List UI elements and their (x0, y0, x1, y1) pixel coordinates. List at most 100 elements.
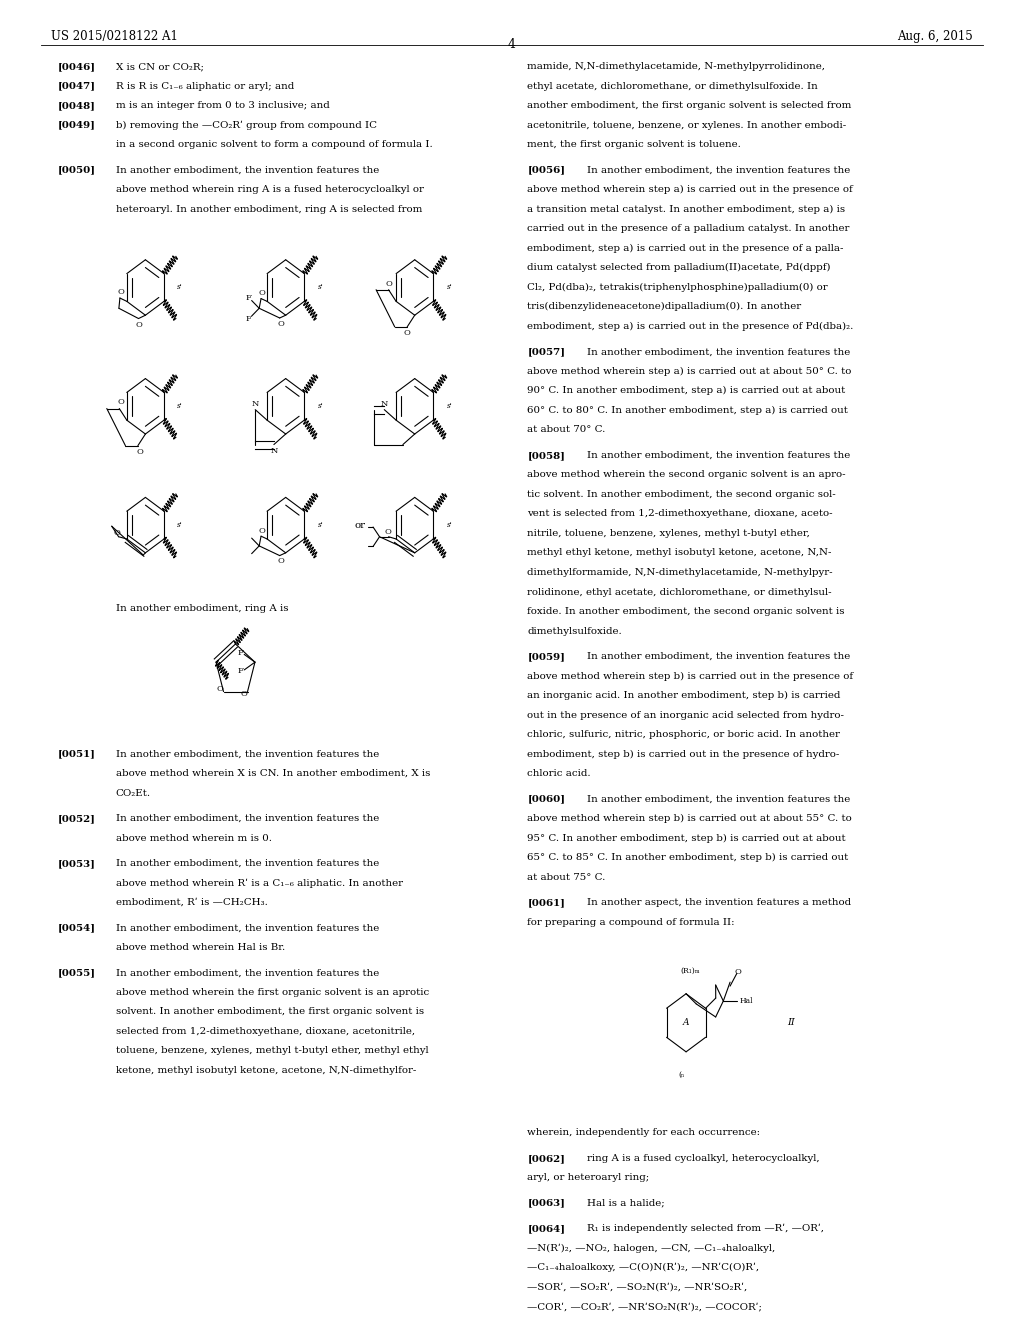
Text: [0058]: [0058] (527, 451, 565, 459)
Text: s': s' (317, 403, 324, 411)
Text: solvent. In another embodiment, the first organic solvent is: solvent. In another embodiment, the firs… (116, 1007, 424, 1016)
Text: s': s' (177, 284, 183, 292)
Text: s': s' (446, 284, 453, 292)
Text: In another embodiment, the invention features the: In another embodiment, the invention fea… (587, 451, 850, 459)
Text: In another embodiment, the invention features the: In another embodiment, the invention fea… (587, 347, 850, 356)
Text: [0059]: [0059] (527, 652, 565, 661)
Text: s': s' (177, 521, 183, 529)
Text: O: O (278, 319, 285, 327)
Text: [0063]: [0063] (527, 1199, 565, 1208)
Text: O: O (259, 527, 265, 535)
Text: embodiment, step a) is carried out in the presence of Pd(dba)₂.: embodiment, step a) is carried out in th… (527, 322, 854, 331)
Text: In another embodiment, the invention features the: In another embodiment, the invention fea… (116, 924, 379, 932)
Text: —N(Rʹ)₂, —NO₂, halogen, —CN, —C₁₋₄haloalkyl,: —N(Rʹ)₂, —NO₂, halogen, —CN, —C₁₋₄haloal… (527, 1243, 775, 1253)
Text: O: O (241, 690, 248, 698)
Text: above method wherein the second organic solvent is an apro-: above method wherein the second organic … (527, 470, 846, 479)
Text: A: A (683, 1018, 689, 1027)
Text: an inorganic acid. In another embodiment, step b) is carried: an inorganic acid. In another embodiment… (527, 692, 841, 700)
Text: ring A is a fused cycloalkyl, heterocycloalkyl,: ring A is a fused cycloalkyl, heterocycl… (587, 1154, 819, 1163)
Text: b) removing the —CO₂Rʹ group from compound IC: b) removing the —CO₂Rʹ group from compou… (116, 120, 377, 129)
Text: In another embodiment, the invention features the: In another embodiment, the invention fea… (587, 652, 850, 661)
Text: embodiment, Rʹ is —CH₂CH₃.: embodiment, Rʹ is —CH₂CH₃. (116, 898, 267, 907)
Text: In another embodiment, the invention features the: In another embodiment, the invention fea… (587, 165, 850, 174)
Text: [0054]: [0054] (57, 924, 95, 932)
Text: dium catalyst selected from palladium(II)acetate, Pd(dppf): dium catalyst selected from palladium(II… (527, 263, 830, 272)
Text: F: F (245, 314, 251, 323)
Text: [0048]: [0048] (57, 102, 95, 110)
Text: vent is selected from 1,2-dimethoxyethane, dioxane, aceto-: vent is selected from 1,2-dimethoxyethan… (527, 510, 833, 519)
Text: in a second organic solvent to form a compound of formula I.: in a second organic solvent to form a co… (116, 140, 432, 149)
Text: embodiment, step b) is carried out in the presence of hydro-: embodiment, step b) is carried out in th… (527, 750, 840, 759)
Text: [0051]: [0051] (57, 750, 95, 759)
Text: s': s' (446, 521, 453, 529)
Text: dimethylformamide, N,N-dimethylacetamide, N-methylpyr-: dimethylformamide, N,N-dimethylacetamide… (527, 568, 833, 577)
Text: O: O (136, 447, 143, 455)
Text: above method wherein ring A is a fused heterocycloalkyl or: above method wherein ring A is a fused h… (116, 185, 424, 194)
Text: another embodiment, the first organic solvent is selected from: another embodiment, the first organic so… (527, 102, 852, 110)
Text: heteroaryl. In another embodiment, ring A is selected from: heteroaryl. In another embodiment, ring … (116, 205, 422, 214)
Text: chloric acid.: chloric acid. (527, 770, 591, 779)
Text: above method wherein step a) is carried out at about 50° C. to: above method wherein step a) is carried … (527, 367, 852, 376)
Text: above method wherein Hal is Br.: above method wherein Hal is Br. (116, 942, 285, 952)
Text: Hal: Hal (739, 997, 753, 1005)
Text: nitrile, toluene, benzene, xylenes, methyl t-butyl ether,: nitrile, toluene, benzene, xylenes, meth… (527, 529, 810, 539)
Text: In another embodiment, the invention features the: In another embodiment, the invention fea… (116, 750, 379, 759)
Text: X is CN or CO₂R;: X is CN or CO₂R; (116, 62, 204, 71)
Text: F: F (238, 667, 244, 675)
Text: In another embodiment, the invention features the: In another embodiment, the invention fea… (116, 859, 379, 867)
Text: tris(dibenzylideneacetone)dipalladium(0). In another: tris(dibenzylideneacetone)dipalladium(0)… (527, 302, 802, 312)
Text: aryl, or heteroaryl ring;: aryl, or heteroaryl ring; (527, 1173, 649, 1183)
Text: O: O (118, 399, 125, 407)
Text: acetonitrile, toluene, benzene, or xylenes. In another embodi-: acetonitrile, toluene, benzene, or xylen… (527, 120, 847, 129)
Text: toluene, benzene, xylenes, methyl t-butyl ether, methyl ethyl: toluene, benzene, xylenes, methyl t-buty… (116, 1047, 428, 1056)
Text: O: O (113, 528, 120, 537)
Text: O: O (217, 685, 223, 693)
Text: N: N (381, 400, 388, 408)
Text: foxide. In another embodiment, the second organic solvent is: foxide. In another embodiment, the secon… (527, 607, 845, 616)
Text: (ₙ: (ₙ (679, 1071, 685, 1078)
Text: at about 75° C.: at about 75° C. (527, 873, 606, 882)
Text: [0062]: [0062] (527, 1154, 565, 1163)
Text: above method wherein m is 0.: above method wherein m is 0. (116, 833, 271, 842)
Text: [0047]: [0047] (57, 82, 95, 91)
Text: R₁ is independently selected from —Rʹ, —ORʹ,: R₁ is independently selected from —Rʹ, —… (587, 1224, 823, 1233)
Text: selected from 1,2-dimethoxyethane, dioxane, acetonitrile,: selected from 1,2-dimethoxyethane, dioxa… (116, 1027, 415, 1036)
Text: [0049]: [0049] (57, 120, 95, 129)
Text: wherein, independently for each occurrence:: wherein, independently for each occurren… (527, 1129, 761, 1138)
Text: Hal is a halide;: Hal is a halide; (587, 1199, 665, 1208)
Text: N: N (252, 400, 259, 408)
Text: above method wherein the first organic solvent is an aprotic: above method wherein the first organic s… (116, 987, 429, 997)
Text: s': s' (317, 521, 324, 529)
Text: O: O (259, 289, 265, 297)
Text: ment, the first organic solvent is toluene.: ment, the first organic solvent is tolue… (527, 140, 741, 149)
Text: —CORʹ, —CO₂Rʹ, —NRʹSO₂N(Rʹ)₂, —COCORʹ;: —CORʹ, —CO₂Rʹ, —NRʹSO₂N(Rʹ)₂, —COCORʹ; (527, 1303, 762, 1311)
Text: m is an integer from 0 to 3 inclusive; and: m is an integer from 0 to 3 inclusive; a… (116, 102, 330, 110)
Text: In another embodiment, the invention features the: In another embodiment, the invention fea… (116, 165, 379, 174)
Text: O: O (136, 321, 142, 329)
Text: [0053]: [0053] (57, 859, 95, 867)
Text: [0061]: [0061] (527, 898, 565, 907)
Text: at about 70° C.: at about 70° C. (527, 425, 606, 434)
Text: F: F (238, 649, 244, 657)
Text: F: F (245, 294, 251, 302)
Text: above method wherein Rʹ is a C₁₋₆ aliphatic. In another: above method wherein Rʹ is a C₁₋₆ alipha… (116, 878, 402, 888)
Text: 95° C. In another embodiment, step b) is carried out at about: 95° C. In another embodiment, step b) is… (527, 834, 846, 843)
Text: [0056]: [0056] (527, 165, 565, 174)
Text: [0060]: [0060] (527, 795, 565, 804)
Text: 60° C. to 80° C. In another embodiment, step a) is carried out: 60° C. to 80° C. In another embodiment, … (527, 405, 848, 414)
Text: mamide, N,N-dimethylacetamide, N-methylpyrrolidinone,: mamide, N,N-dimethylacetamide, N-methylp… (527, 62, 825, 71)
Text: above method wherein X is CN. In another embodiment, X is: above method wherein X is CN. In another… (116, 770, 430, 777)
Text: ketone, methyl isobutyl ketone, acetone, N,N-dimethylfor-: ketone, methyl isobutyl ketone, acetone,… (116, 1067, 416, 1074)
Text: 4: 4 (508, 38, 516, 51)
Text: [0052]: [0052] (57, 814, 95, 822)
Text: [0046]: [0046] (57, 62, 95, 71)
Text: 90° C. In another embodiment, step a) is carried out at about: 90° C. In another embodiment, step a) is… (527, 387, 846, 396)
Text: In another embodiment, the invention features the: In another embodiment, the invention fea… (116, 814, 379, 822)
Text: O: O (278, 557, 285, 565)
Text: s': s' (446, 403, 453, 411)
Text: O: O (385, 280, 392, 288)
Text: [0057]: [0057] (527, 347, 565, 356)
Text: In another embodiment, the invention features the: In another embodiment, the invention fea… (587, 795, 850, 804)
Text: carried out in the presence of a palladium catalyst. In another: carried out in the presence of a palladi… (527, 224, 850, 234)
Text: US 2015/0218122 A1: US 2015/0218122 A1 (51, 30, 178, 44)
